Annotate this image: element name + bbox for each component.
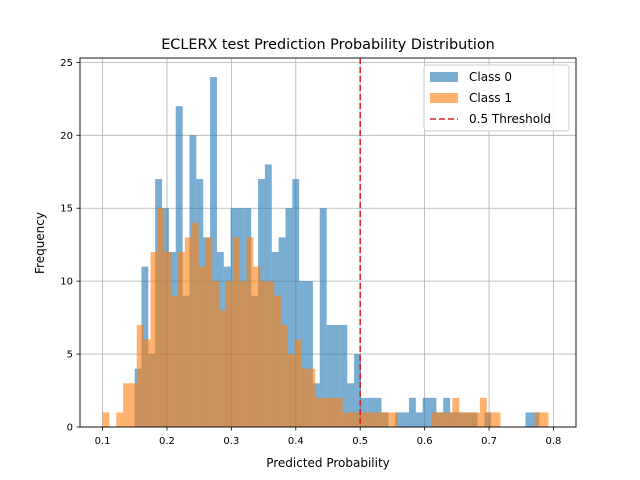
y-tick-label: 5 (67, 350, 73, 361)
y-tick-label: 15 (60, 204, 73, 215)
x-tick-label: 0.2 (159, 436, 175, 447)
class-1-bar (466, 412, 473, 427)
class-1-bar (246, 237, 254, 427)
class-1-bar (205, 237, 213, 427)
class-1-bars (102, 208, 549, 427)
class-1-bar (260, 281, 268, 427)
legend: Class 0 Class 1 0.5 Threshold (423, 64, 570, 132)
class-1-bar (328, 397, 336, 427)
x-tick-label: 0.3 (223, 436, 239, 447)
class-0-bar (525, 412, 533, 427)
class-1-bar (116, 412, 124, 427)
class-0-bar (408, 397, 416, 427)
class-0-bar (415, 412, 423, 427)
x-tick-label: 0.5 (352, 436, 368, 447)
legend-box (423, 64, 570, 132)
class-1-bar (171, 295, 179, 427)
class-1-bar (486, 412, 494, 427)
class-1-bar (541, 412, 549, 427)
x-tick-label: 0.6 (417, 436, 433, 447)
class-1-bar (232, 237, 240, 427)
class-1-bar (376, 412, 384, 427)
class-1-bar (431, 412, 439, 427)
class-1-bar (102, 412, 110, 427)
class-0-bar (210, 76, 217, 427)
class-1-bar (370, 412, 377, 427)
class-1-bar (294, 339, 302, 427)
class-1-bar (226, 281, 233, 427)
class-1-bar (308, 368, 316, 427)
class-1-bar (164, 251, 172, 427)
class-1-bar (445, 412, 453, 427)
class-1-bar (253, 266, 261, 427)
class-1-bar (315, 397, 323, 427)
x-tick-label: 0.7 (481, 436, 497, 447)
y-axis-label: Frequency (33, 212, 47, 274)
class-0-bar (299, 281, 307, 427)
class-1-bar (274, 295, 281, 427)
class-1-bar (472, 412, 480, 427)
y-tick-label: 10 (60, 277, 73, 288)
legend-class-0-label: Class 0 (469, 70, 512, 84)
x-tick-label: 0.4 (288, 436, 304, 447)
class-1-bar (212, 281, 220, 427)
class-1-bar (438, 412, 446, 427)
class-0-bar (333, 324, 341, 427)
class-0-bar (292, 179, 300, 427)
class-1-bar (239, 281, 247, 427)
class-1-bar (177, 251, 185, 427)
class-1-bar (335, 397, 343, 427)
class-1-bar (459, 412, 467, 427)
class-1-bar (322, 397, 329, 427)
x-axis-label: Predicted Probability (266, 456, 390, 470)
legend-class-1-swatch (430, 93, 458, 103)
class-1-bar (534, 412, 542, 427)
class-0-bar (319, 208, 327, 427)
class-1-bar (493, 412, 501, 427)
class-0-bar (395, 412, 403, 427)
class-1-bar (136, 324, 144, 427)
x-axis-ticks: 0.1 0.2 0.3 0.4 0.5 0.6 0.7 0.8 (95, 427, 562, 447)
class-1-bar (129, 383, 137, 427)
class-0-bar (306, 281, 313, 427)
x-tick-label: 0.1 (95, 436, 111, 447)
legend-class-1-label: Class 1 (469, 91, 512, 105)
y-tick-label: 25 (60, 58, 73, 69)
class-1-bar (301, 368, 309, 427)
class-1-bar (198, 266, 206, 427)
legend-class-0-swatch (430, 72, 458, 82)
class-1-bar (150, 251, 158, 427)
class-1-bar (267, 281, 275, 427)
class-0-bar (326, 324, 334, 427)
class-1-bar (123, 383, 130, 427)
class-0-bar (347, 383, 355, 427)
class-0-bar (285, 208, 293, 427)
class-1-bar (143, 339, 151, 427)
class-1-bar (349, 412, 357, 427)
class-1-bar (363, 412, 371, 427)
class-1-bar (452, 397, 460, 427)
class-1-bar (383, 412, 391, 427)
class-1-bar (287, 354, 295, 427)
class-1-bar (342, 412, 350, 427)
class-1-bar (191, 222, 199, 427)
class-1-bar (280, 324, 288, 427)
x-tick-label: 0.8 (546, 436, 562, 447)
class-0-bar (354, 354, 361, 427)
y-tick-label: 20 (60, 131, 73, 142)
legend-threshold-label: 0.5 Threshold (469, 112, 551, 126)
plot-frame (79, 57, 577, 428)
y-tick-label: 0 (67, 423, 73, 434)
class-0-bar (340, 324, 348, 427)
y-axis-ticks: 0 5 10 15 20 25 (60, 58, 80, 434)
class-1-bar (157, 208, 165, 427)
class-1-bar (479, 397, 487, 427)
chart-title: ECLERX test Prediction Probability Distr… (161, 37, 495, 53)
class-1-bar (390, 412, 398, 427)
class-1-bar (219, 310, 227, 427)
class-0-bar (422, 397, 430, 427)
class-1-bar (184, 237, 192, 427)
class-0-bar (402, 412, 409, 427)
